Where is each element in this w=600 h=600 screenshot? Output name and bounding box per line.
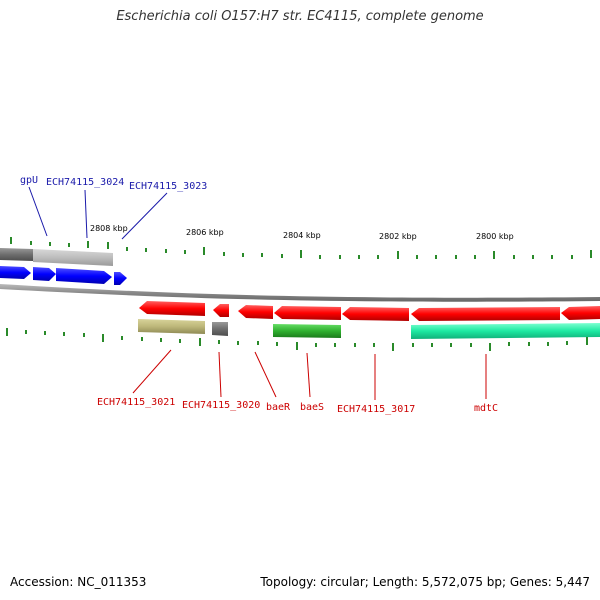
leader-gpu bbox=[28, 186, 48, 237]
top-labels: gpU ECH74115_3024 ECH74115_3023 bbox=[20, 175, 207, 240]
lower-features bbox=[138, 319, 600, 339]
topology-text: Topology: circular; Length: 5,572,075 bp… bbox=[260, 575, 590, 589]
ruler-label-2804: 2804 kbp bbox=[283, 231, 321, 240]
label-gpu[interactable]: gpU bbox=[20, 175, 38, 186]
leader-ech74115-3023 bbox=[121, 192, 168, 240]
accession-text: Accession: NC_011353 bbox=[10, 575, 147, 589]
label-ech74115-3023[interactable]: ECH74115_3023 bbox=[129, 181, 207, 192]
leader-baer bbox=[254, 351, 277, 398]
label-ech74115-3021[interactable]: ECH74115_3021 bbox=[97, 397, 175, 408]
genome-backbone bbox=[0, 284, 600, 302]
leader-baes bbox=[306, 352, 311, 398]
leader-ech74115-3021 bbox=[132, 349, 172, 394]
ruler-label-2802: 2802 kbp bbox=[379, 232, 417, 241]
label-ech74115-3024[interactable]: ECH74115_3024 bbox=[46, 177, 124, 188]
leader-ech74115-3020 bbox=[218, 351, 222, 398]
bottom-labels: ECH74115_3021 ECH74115_3020 baeR baeS EC… bbox=[97, 349, 498, 415]
forward-cds-track bbox=[0, 266, 127, 285]
label-baes[interactable]: baeS bbox=[300, 402, 324, 413]
reverse-cds-track bbox=[139, 301, 600, 321]
label-baer[interactable]: baeR bbox=[266, 402, 291, 413]
ruler-label-2806: 2806 kbp bbox=[186, 228, 224, 237]
ruler-label-2808: 2808 kbp bbox=[90, 224, 128, 233]
upper-tick-ring bbox=[10, 237, 592, 259]
ruler-label-2800: 2800 kbp bbox=[476, 232, 514, 241]
lower-tick-ring bbox=[6, 328, 588, 351]
label-mdtc[interactable]: mdtC bbox=[474, 403, 498, 414]
label-ech74115-3020[interactable]: ECH74115_3020 bbox=[182, 400, 260, 411]
label-ech74115-3017[interactable]: ECH74115_3017 bbox=[337, 404, 415, 415]
upper-grey-features bbox=[0, 248, 113, 266]
leader-ech74115-3024 bbox=[84, 189, 88, 239]
genome-title: Escherichia coli O157:H7 str. EC4115, co… bbox=[116, 9, 484, 24]
